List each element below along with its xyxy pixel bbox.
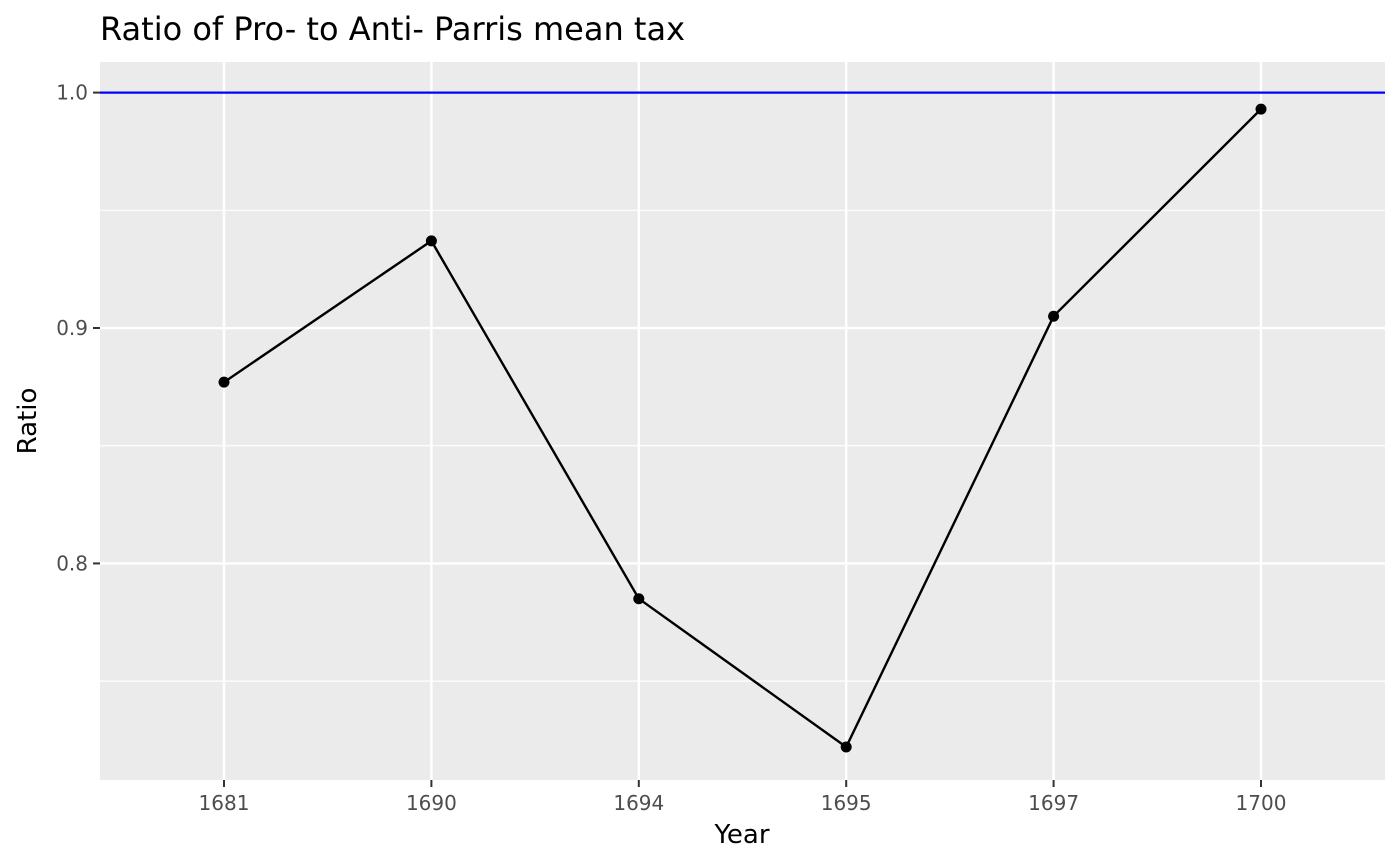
chart-title: Ratio of Pro- to Anti- Parris mean tax <box>100 10 685 48</box>
data-point <box>633 593 645 605</box>
x-tick-label: 1700 <box>1236 791 1287 815</box>
y-tick-label: 1.0 <box>56 81 88 105</box>
x-tick-label: 1681 <box>199 791 250 815</box>
data-point <box>1048 310 1060 322</box>
y-axis-ticks: 0.8 0.9 1.0 <box>56 81 100 575</box>
x-axis-title: Year <box>713 820 769 850</box>
x-axis-ticks: 1681 1690 1694 1695 1697 1700 <box>199 780 1287 815</box>
y-axis-title: Ratio <box>13 388 43 455</box>
x-tick-label: 1690 <box>406 791 457 815</box>
y-tick-label: 0.8 <box>56 551 88 575</box>
minor-gridlines <box>100 209 1385 682</box>
y-tick-label: 0.9 <box>56 316 88 340</box>
series-line <box>223 108 1262 749</box>
x-tick-label: 1697 <box>1028 791 1079 815</box>
data-point <box>218 376 230 388</box>
data-point <box>425 235 437 247</box>
x-tick-label: 1694 <box>613 791 664 815</box>
data-point <box>840 741 852 753</box>
x-tick-label: 1695 <box>821 791 872 815</box>
data-point <box>1255 103 1267 115</box>
plot-panel <box>100 62 1385 780</box>
series-layer <box>218 103 1267 753</box>
